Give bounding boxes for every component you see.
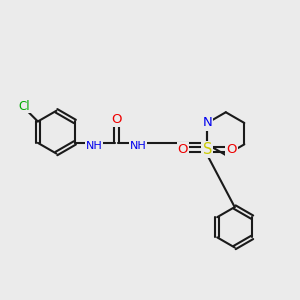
Text: N: N (202, 116, 212, 130)
Text: O: O (111, 113, 122, 126)
Text: O: O (178, 143, 188, 156)
Text: S: S (202, 142, 212, 157)
Text: Cl: Cl (18, 100, 30, 112)
Text: O: O (226, 143, 237, 156)
Text: NH: NH (129, 141, 146, 152)
Text: NH: NH (86, 141, 103, 152)
